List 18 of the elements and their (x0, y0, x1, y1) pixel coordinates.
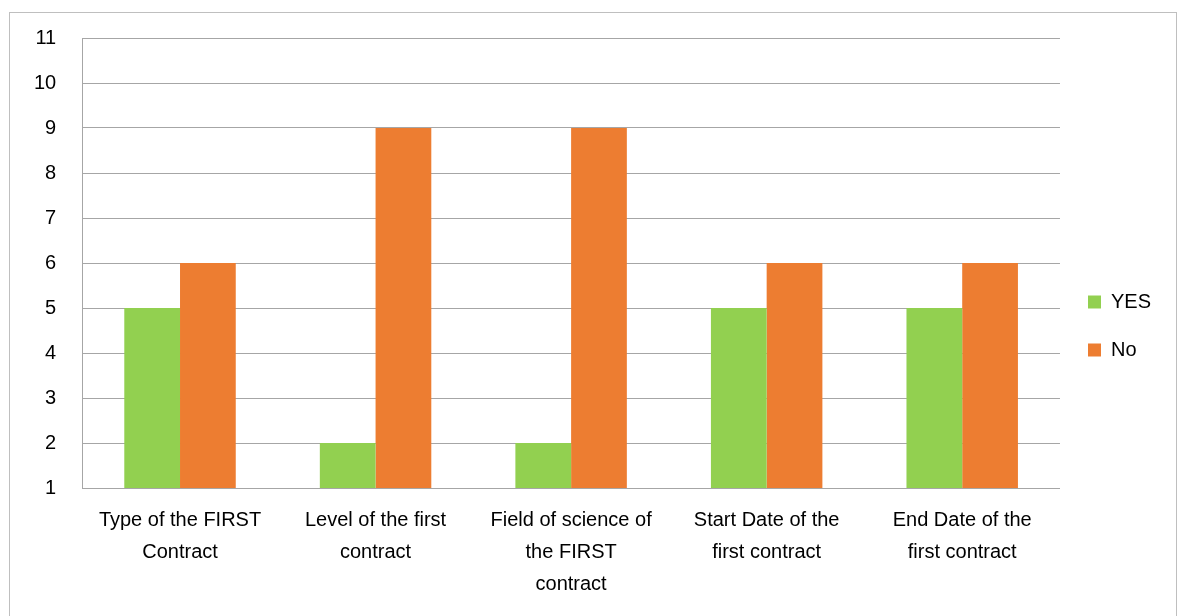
x-tick-label: Start Date of the first contract (693, 507, 840, 562)
x-tick-label: Type of the FIRST Contract (98, 507, 262, 562)
y-tick-label: 8 (45, 160, 57, 183)
y-tick-label: 3 (45, 385, 57, 408)
x-tick-label: End Date of the first contract (892, 507, 1032, 562)
y-tick-label: 4 (45, 340, 57, 363)
y-tick-label: 10 (34, 70, 57, 93)
legend-label: YES (1110, 289, 1152, 312)
legend-label: No (1110, 337, 1137, 360)
x-tick-label: Field of science of the FIRST contract (490, 507, 653, 594)
y-tick-label: 6 (45, 250, 57, 273)
y-tick-label: 2 (45, 430, 57, 453)
y-tick-label: 11 (35, 25, 57, 48)
y-tick-label: 9 (45, 115, 57, 138)
x-tick-label: Level of the first contract (304, 507, 447, 562)
y-tick-label: 1 (45, 475, 57, 498)
y-tick-label: 5 (45, 295, 57, 318)
y-tick-label: 7 (45, 205, 57, 228)
